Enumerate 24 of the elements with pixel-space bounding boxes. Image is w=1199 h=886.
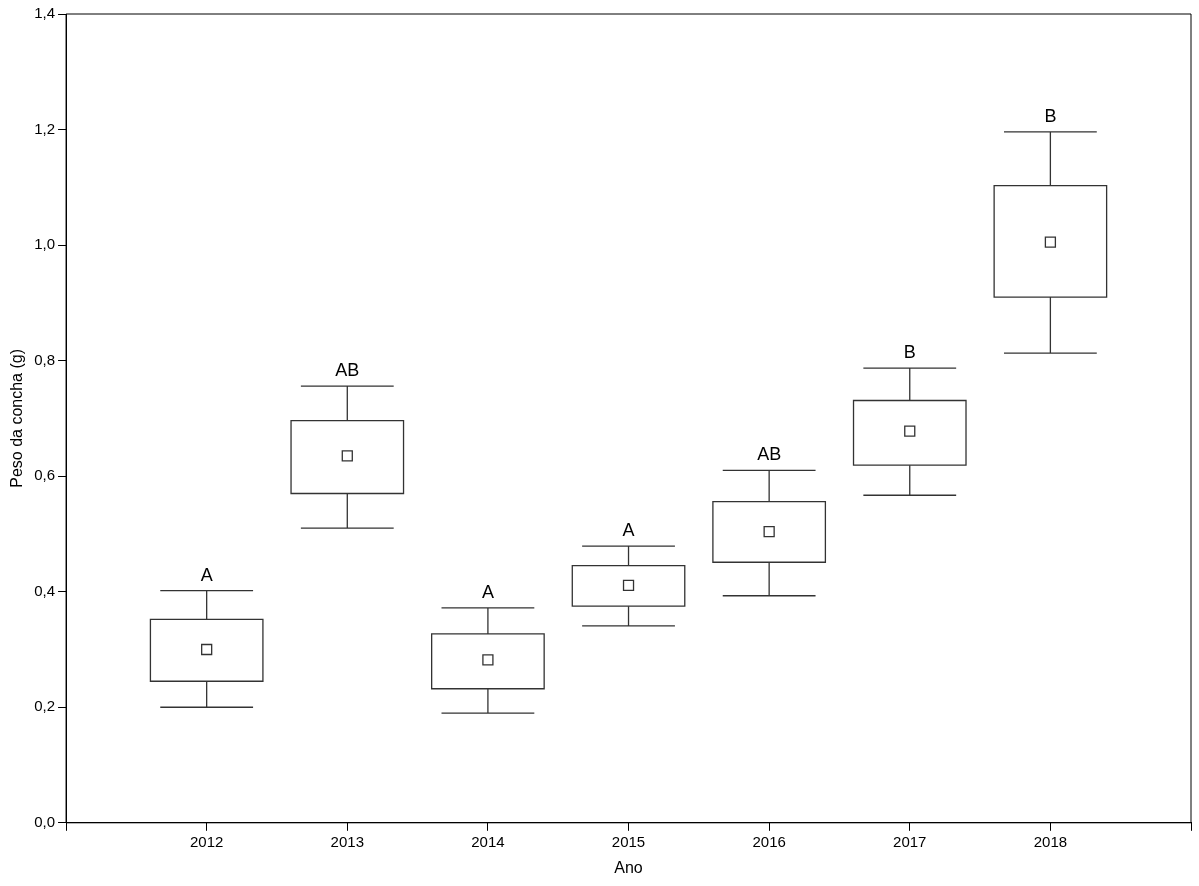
annotation: B [1044,105,1057,126]
x-tick-label: 2017 [893,832,927,850]
x-tick-label: 2012 [189,832,224,850]
y-tick-label: 0,6 [34,466,56,484]
x-tick-label: 2016 [752,832,786,850]
annotation: A [481,581,494,602]
y-tick-label: 0,0 [34,812,56,830]
y-tick-label: 1,0 [34,235,56,253]
y-tick-label: 1,4 [34,4,56,22]
annotation: A [200,564,213,585]
y-tick-label: 1,2 [34,119,56,137]
x-axis-title: Ano [614,858,643,876]
y-tick-label: 0,8 [34,350,56,368]
annotation: A [622,520,635,541]
annotation: AB [757,444,782,465]
annotation: AB [335,360,360,381]
annotation: B [903,342,916,363]
x-tick-label: 2018 [1033,832,1068,850]
y-tick-label: 0,4 [34,581,56,599]
x-tick-label: 2015 [611,832,646,850]
y-tick-label: 0,2 [34,697,56,715]
y-axis-title: Peso da concha (g) [8,349,26,488]
x-tick-label: 2014 [471,832,505,850]
x-tick-label: 2013 [330,832,364,850]
